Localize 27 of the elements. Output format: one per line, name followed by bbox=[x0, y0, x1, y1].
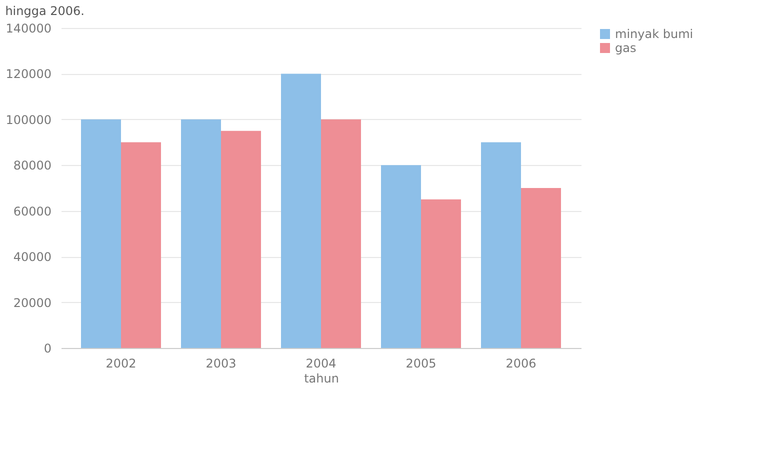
bar bbox=[121, 142, 161, 348]
bar bbox=[181, 119, 221, 348]
bar bbox=[81, 119, 121, 348]
x-tick-label: 2006 bbox=[506, 356, 536, 370]
bar bbox=[521, 188, 561, 348]
y-tick-label: 20000 bbox=[13, 296, 52, 310]
x-axis-title: tahun bbox=[304, 372, 339, 386]
y-tick-label: 100000 bbox=[6, 112, 52, 127]
x-tick-label: 2005 bbox=[406, 356, 436, 370]
y-tick-label: 80000 bbox=[13, 158, 52, 173]
x-tick-label: 2004 bbox=[306, 356, 336, 370]
legend-label: gas bbox=[615, 41, 636, 55]
y-tick-label: 40000 bbox=[13, 250, 52, 264]
bar bbox=[281, 74, 321, 348]
bar bbox=[221, 130, 261, 348]
legend-label: minyak bumi bbox=[615, 27, 694, 41]
x-tick-label: 2003 bbox=[206, 356, 236, 370]
text: hingga 2006. bbox=[5, 4, 85, 18]
y-tick-label: 60000 bbox=[13, 204, 52, 218]
bar bbox=[421, 199, 461, 348]
y-tick-label: 0 bbox=[44, 342, 52, 356]
bar bbox=[321, 119, 361, 348]
x-tick-label: 2002 bbox=[106, 356, 136, 370]
y-tick-label: 140000 bbox=[6, 22, 52, 36]
bar bbox=[381, 165, 421, 348]
bar bbox=[481, 142, 521, 348]
y-tick-label: 120000 bbox=[6, 67, 52, 82]
